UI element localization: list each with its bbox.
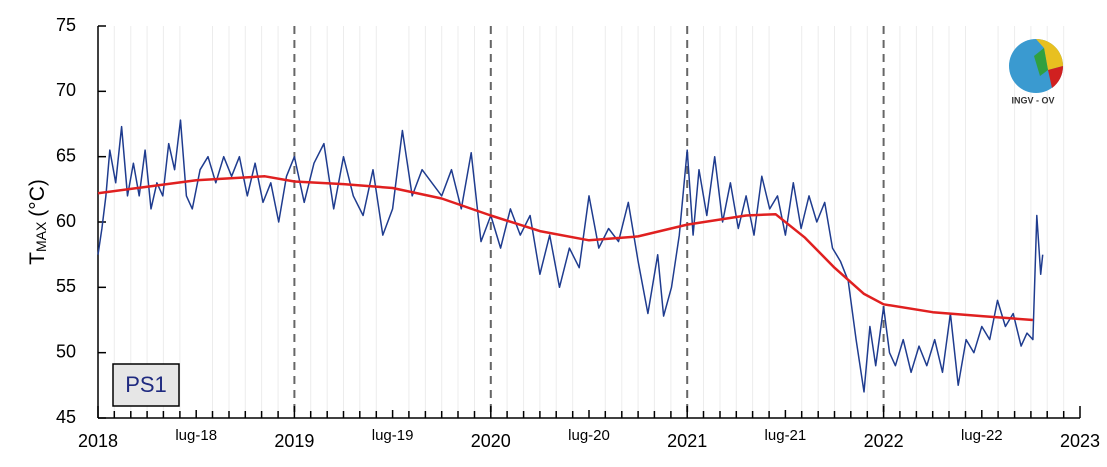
logo: INGV - OV bbox=[1009, 39, 1064, 105]
x-tick-label: lug-18 bbox=[175, 427, 217, 444]
x-tick-label: lug-20 bbox=[568, 427, 610, 444]
trend-line bbox=[97, 175, 1033, 322]
y-axis-label: TMAX (°C) bbox=[26, 179, 49, 265]
y-tick-label: 60 bbox=[56, 211, 76, 231]
panel-label-box bbox=[112, 363, 180, 407]
x-tick-label: 2018 bbox=[78, 431, 118, 451]
x-tick-label: lug-19 bbox=[372, 427, 414, 444]
y-tick-label: 50 bbox=[56, 341, 76, 361]
x-tick-label: 2020 bbox=[471, 431, 511, 451]
y-tick-label: 55 bbox=[56, 276, 76, 296]
x-tick-label: 2019 bbox=[274, 431, 314, 451]
y-label-unit: (°C) bbox=[26, 179, 49, 217]
y-tick-label: 75 bbox=[56, 15, 76, 35]
temperature-line bbox=[97, 119, 1044, 393]
panel-label: PS1 bbox=[125, 372, 167, 397]
y-tick-label: 65 bbox=[56, 145, 76, 165]
x-tick-label: 2023 bbox=[1060, 431, 1100, 451]
y-label-main: T bbox=[26, 252, 49, 265]
logo-segment bbox=[1048, 66, 1064, 88]
logo-segment bbox=[1036, 39, 1063, 70]
y-tick-label: 45 bbox=[56, 407, 76, 427]
x-tick-label: lug-22 bbox=[961, 427, 1003, 444]
logo-segment bbox=[1034, 48, 1048, 76]
x-tick-label: lug-21 bbox=[765, 427, 807, 444]
x-tick-label: 2021 bbox=[667, 431, 707, 451]
y-label-sub: MAX bbox=[33, 221, 49, 252]
x-tick-label: 2022 bbox=[864, 431, 904, 451]
y-tick-label: 70 bbox=[56, 80, 76, 100]
logo-text: INGV - OV bbox=[1011, 95, 1054, 105]
